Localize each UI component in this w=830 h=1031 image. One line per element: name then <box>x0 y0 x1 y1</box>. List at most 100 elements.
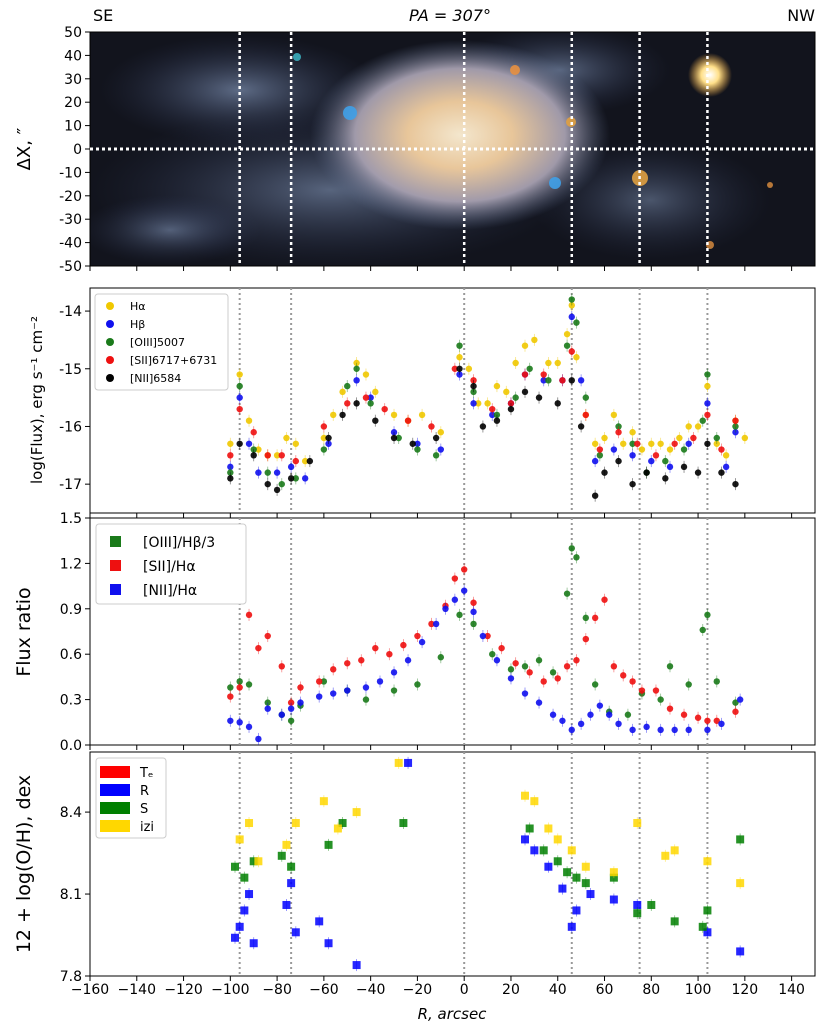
data-point <box>521 342 529 349</box>
data-point <box>605 711 613 718</box>
data-point <box>273 486 281 494</box>
data-point <box>390 434 398 442</box>
data-point <box>680 463 688 471</box>
data-point <box>634 440 641 447</box>
data-point <box>358 657 365 664</box>
data-point <box>521 663 529 670</box>
x-axis-label: R, arcsec <box>418 1005 488 1023</box>
data-point <box>287 463 295 471</box>
x-tick-label: −20 <box>403 982 433 998</box>
data-point <box>568 726 575 734</box>
data-point <box>484 400 491 407</box>
data-point <box>470 620 477 628</box>
data-point <box>718 446 725 453</box>
y-tick-label: 20 <box>64 95 82 111</box>
data-point <box>601 469 608 476</box>
data-point <box>372 388 379 396</box>
data-point <box>648 440 655 447</box>
data-point <box>563 330 571 338</box>
data-point <box>460 566 468 573</box>
data-point <box>573 657 580 664</box>
data-point <box>577 423 585 430</box>
data-point <box>489 405 496 413</box>
data-point <box>432 620 440 628</box>
data-point <box>278 452 285 459</box>
legend-label: Tₑ <box>139 766 153 781</box>
data-point <box>601 596 608 603</box>
data-point <box>353 365 360 372</box>
data-point <box>694 714 702 721</box>
data-point <box>264 452 271 459</box>
x-tick-label: 0 <box>460 982 469 998</box>
data-point <box>586 890 595 899</box>
y-tick-label: 0 <box>73 142 82 158</box>
data-point <box>362 371 370 378</box>
data-point <box>521 791 529 800</box>
data-point <box>352 961 361 970</box>
data-point <box>581 879 590 888</box>
data-point <box>662 475 669 482</box>
data-point <box>666 663 674 670</box>
data-point <box>652 687 660 694</box>
data-point <box>704 440 711 447</box>
data-point <box>568 377 575 384</box>
data-point <box>629 452 636 459</box>
data-point <box>572 873 581 882</box>
data-point <box>567 922 576 931</box>
data-point <box>390 687 398 694</box>
data-point <box>479 632 487 640</box>
data-point <box>227 475 234 482</box>
data-point <box>722 452 730 459</box>
data-point <box>428 620 435 628</box>
galaxy-image <box>90 32 815 266</box>
y-tick-label: -20 <box>59 189 82 205</box>
data-point <box>704 411 711 419</box>
data-point <box>596 446 604 453</box>
data-point <box>245 723 253 731</box>
data-point <box>535 394 543 401</box>
data-point <box>460 587 468 594</box>
y-tick-label: -15 <box>59 362 82 378</box>
data-point <box>722 463 730 471</box>
y-tick-label: -17 <box>59 477 82 493</box>
data-point <box>703 857 712 866</box>
data-point <box>573 554 580 561</box>
data-point <box>287 717 295 724</box>
data-point <box>521 388 529 396</box>
data-point <box>545 359 552 367</box>
legend-label: Hβ <box>130 318 145 331</box>
data-point <box>596 702 604 709</box>
data-point <box>236 678 243 685</box>
data-point <box>713 434 720 442</box>
data-point <box>629 440 636 447</box>
data-point <box>236 405 243 413</box>
data-point <box>320 446 328 453</box>
data-point <box>661 851 670 860</box>
data-point <box>512 359 519 367</box>
data-point <box>652 452 660 459</box>
data-point <box>558 884 567 893</box>
data-point <box>325 434 332 442</box>
oh-ylabel: 12 + log(O/H), dex <box>13 775 35 953</box>
data-point <box>287 862 296 871</box>
data-point <box>609 868 618 877</box>
data-point <box>559 717 566 724</box>
data-point <box>591 681 599 688</box>
data-point <box>587 711 594 718</box>
data-point <box>255 469 262 476</box>
y-tick-label: 0.0 <box>60 738 82 754</box>
data-point <box>264 632 271 640</box>
y-tick-label: -30 <box>59 212 82 228</box>
flux-ylabel: log(Flux), erg s⁻¹ cm⁻² <box>28 316 46 484</box>
data-point <box>676 434 683 442</box>
data-point <box>344 660 351 667</box>
data-point <box>568 348 575 355</box>
data-point <box>573 319 580 326</box>
data-point <box>442 605 449 612</box>
legend-marker <box>100 802 130 814</box>
data-point <box>553 835 562 844</box>
data-point <box>315 678 323 685</box>
data-point <box>386 651 393 658</box>
data-point <box>353 377 360 384</box>
